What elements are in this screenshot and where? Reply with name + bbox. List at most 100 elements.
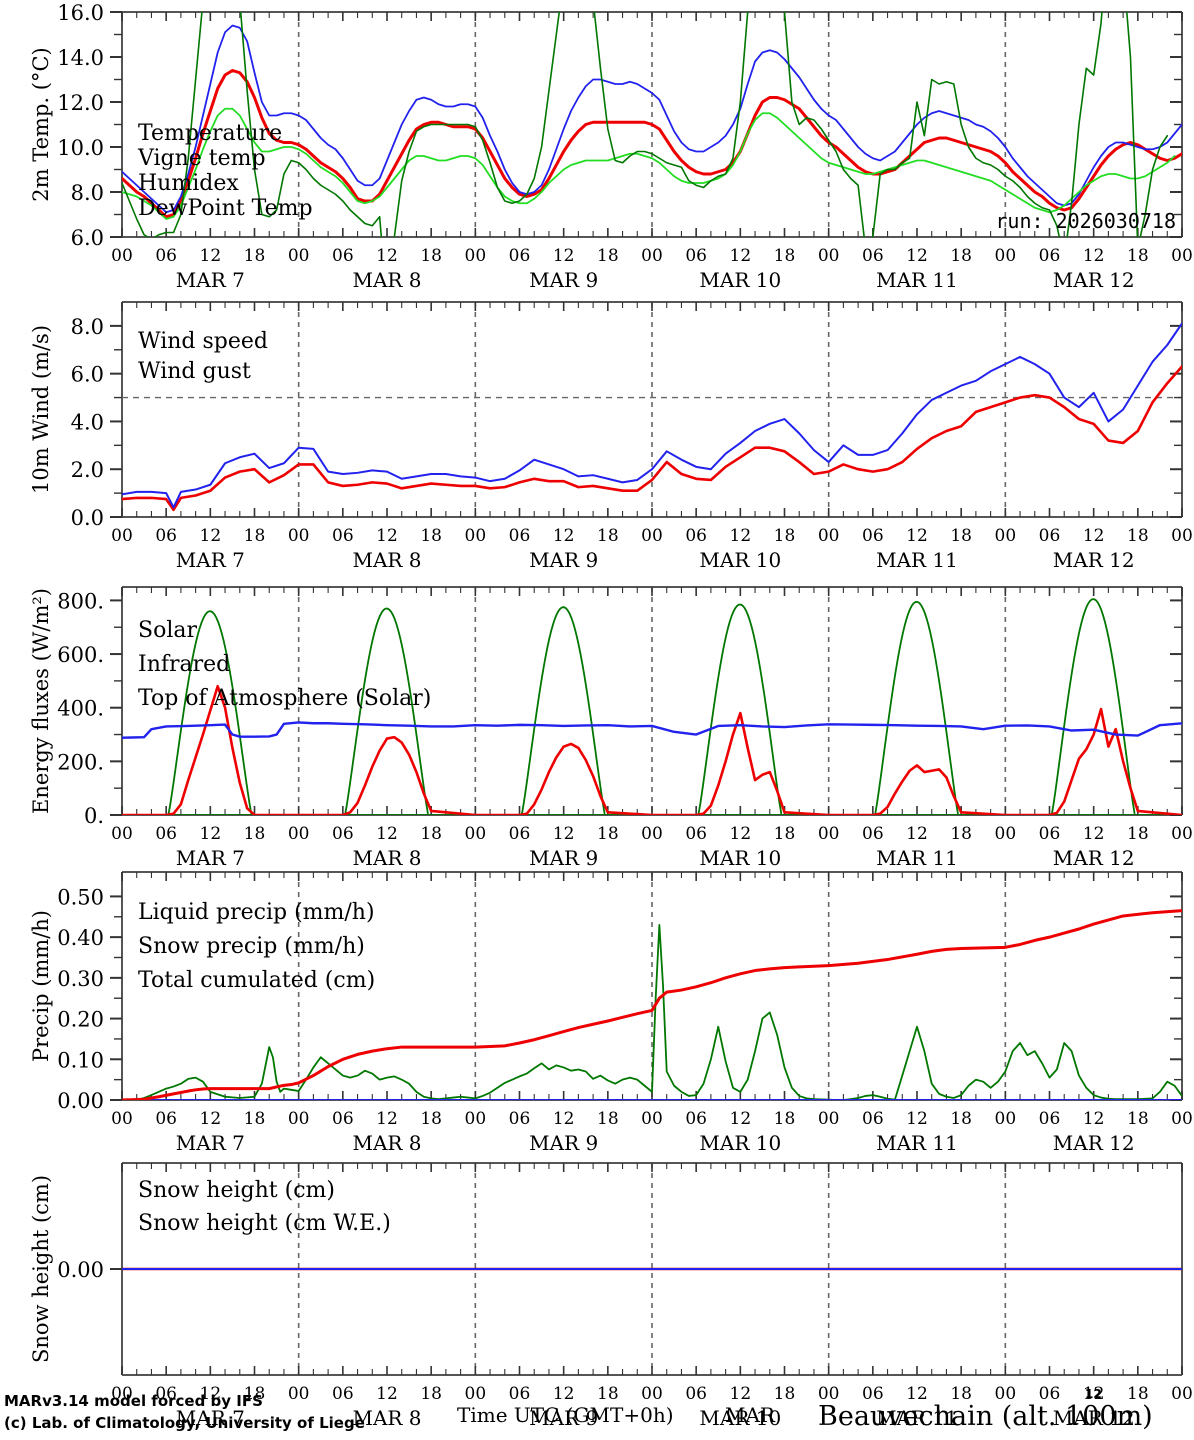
legend-item-wind-speed: Wind speed [138,329,268,354]
x-hour-label: 00 [465,1384,487,1404]
y-tick-label: 4.0 [71,410,104,434]
x-hour-label: 12 [906,526,928,546]
series-wind-gust [122,322,1182,509]
x-hour-label: 00 [818,1109,840,1129]
x-day-label: MAR 10 [699,548,781,572]
legend-item-humidex: Humidex [138,171,239,196]
legend-item-snow-height-cm-w-e-: Snow height (cm W.E.) [138,1211,391,1236]
legend-item-total-cumulated-cm-: Total cumulated (cm) [138,968,375,993]
x-hour-label: 12 [200,824,222,844]
x-hour-label: 06 [862,824,884,844]
x-hour-label: 12 [1083,1109,1105,1129]
x-hour-label: 00 [1171,1109,1193,1129]
y-tick-label: 600. [57,643,104,667]
series-humidex [122,24,1182,214]
x-hour-label: 18 [950,526,972,546]
panel-energy_fluxes: 0. 200. 400. 600. 800.Energy fluxes (W/m²) [29,586,1183,828]
x-hour-label: 06 [685,1109,707,1129]
x-hour-label: 18 [950,1384,972,1404]
y-tick-label: 8.0 [71,315,104,339]
y-tick-label: 0.0 [71,506,104,530]
month-caption: MAR [725,1403,776,1427]
x-hour-label: 00 [288,1109,310,1129]
x-hour-label: 00 [1171,1384,1193,1404]
x-hour-label: 00 [288,526,310,546]
x-hour-label: 12 [1083,526,1105,546]
y-tick-label: 0.40 [57,926,104,950]
x-hour-label: 18 [1127,1109,1149,1129]
y-tick-label: 16.0 [57,1,104,25]
x-hour-label: 06 [155,1109,177,1129]
x-hour-label: 12 [376,1109,398,1129]
legend-item-top-of-atmosphere-solar-: Top of Atmosphere (Solar) [138,686,431,711]
y-tick-label: 0. [84,804,104,828]
x-hour-label: 06 [509,1384,531,1404]
x-hour-label: 12 [730,1384,752,1404]
x-hour-label: 06 [509,526,531,546]
x-hour-label: 18 [1127,1384,1149,1404]
y-tick-label: 14.0 [57,46,104,70]
plot-area [122,322,1182,512]
panel-temperature: 6.0 8.0 10.0 12.0 14.0 16.02m Temp. (°C) [29,1,1183,250]
x-day-label: MAR 7 [176,268,245,292]
x-hour-label: 06 [1039,246,1061,266]
footer-model-line: MARv3.14 model forced by IFS [4,1392,263,1410]
x-hour-label: 00 [111,824,133,844]
x-hour-label: 12 [1083,246,1105,266]
x-hour-label: 18 [597,526,619,546]
x-hour-label: 18 [950,1109,972,1129]
x-hour-label: 00 [818,526,840,546]
legend-item-snow-height-cm-: Snow height (cm) [138,1178,335,1203]
y-axis-title: Snow height (cm) [29,1175,53,1363]
x-hour-label: 12 [376,526,398,546]
y-tick-label: 8.0 [71,181,104,205]
x-hour-label: 00 [288,246,310,266]
y-tick-label: 0.00 [57,1089,104,1113]
x-hour-label: 06 [862,246,884,266]
x-hour-label: 12 [553,1109,575,1129]
x-hour-label: 18 [774,526,796,546]
x-day-label: MAR 7 [176,1406,245,1430]
x-hour-label: 12 [1083,824,1105,844]
y-axis-title: 2m Temp. (°C) [29,47,53,201]
x-hour-label: 00 [641,1384,663,1404]
x-hour-label: 12 [376,824,398,844]
x-hour-label: 12 [730,1109,752,1129]
x-hour-label: 06 [1039,1384,1061,1404]
legend-energy_fluxes: Solar Infrared Top of Atmosphere (Solar) [138,618,431,711]
x-hour-label: 18 [950,246,972,266]
x-hour-label: 12 [553,246,575,266]
x-hour-label: 06 [685,1384,707,1404]
y-tick-label: 0.20 [57,1008,104,1032]
legend-item-infrared: Infrared [138,652,230,677]
series-liquid-precip-mm-h- [122,924,1182,1100]
x-axis-labels-wind: 00 06 12 18 00 06 12 18 00 06 12 18 00 06 12 18 00 06 12 18… [111,526,1193,572]
x-hour-label: 00 [995,824,1017,844]
y-tick-label: 6.0 [71,226,104,250]
x-hour-label: 00 [465,1109,487,1129]
series-wind-speed [122,365,1182,512]
series-infrared [122,721,1182,739]
x-hour-label: 00 [465,824,487,844]
x-hour-label: 12 [906,1109,928,1129]
x-hour-label: 00 [995,1384,1017,1404]
x-day-label: MAR 11 [876,1131,958,1155]
y-tick-label: 0.00 [57,1258,104,1282]
x-day-label: MAR 7 [176,846,245,870]
x-hour-label: 00 [995,526,1017,546]
x-hour-label: 12 [906,824,928,844]
x-hour-label: 00 [641,246,663,266]
x-hour-label: 12 [730,824,752,844]
legend-wind: Wind speed Wind gust [138,329,268,384]
x-hour-label: 06 [332,824,354,844]
site-caption: Beauvechain (alt. 100m) [818,1401,1153,1432]
x-hour-label: 12 [730,246,752,266]
x-day-label: MAR 7 [176,548,245,572]
x-hour-label: 12 [200,1109,222,1129]
series-total-cumulated-cm- [122,909,1182,1100]
x-hour-label: 06 [685,824,707,844]
x-hour-label: 00 [818,246,840,266]
legend-item-wind-gust: Wind gust [138,359,251,384]
